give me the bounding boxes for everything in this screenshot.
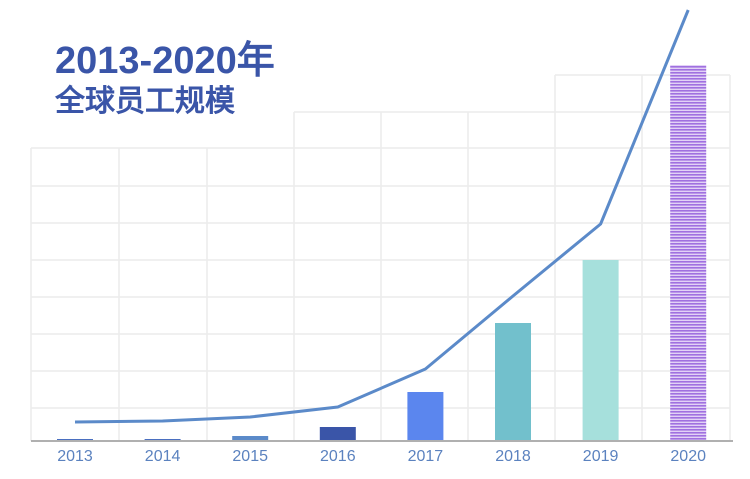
- bar-2015: [232, 436, 269, 441]
- x-label-2019: 2019: [582, 448, 619, 465]
- grid-lines: [30, 74, 731, 441]
- chart-title-years: 2013-2020年: [55, 40, 275, 82]
- bar-2017: [407, 392, 444, 441]
- x-label-2020: 2020: [670, 448, 706, 465]
- bar-2018: [495, 323, 531, 441]
- x-label-2014: 2014: [144, 448, 181, 465]
- bar-2016: [319, 427, 356, 441]
- x-label-2017: 2017: [407, 448, 444, 465]
- x-label-2015: 2015: [232, 448, 268, 465]
- trend-line: [74, 9, 690, 424]
- bar-series: [57, 65, 707, 441]
- bar-2019: [582, 260, 619, 441]
- x-label-2018: 2018: [495, 448, 531, 465]
- chart-title-subject: 全球员工规模: [55, 84, 235, 119]
- chart-title: 2013-2020年 全球员工规模: [55, 40, 275, 120]
- x-label-2016: 2016: [320, 448, 356, 465]
- bar-2020: [670, 65, 707, 441]
- x-label-2013: 2013: [57, 448, 93, 465]
